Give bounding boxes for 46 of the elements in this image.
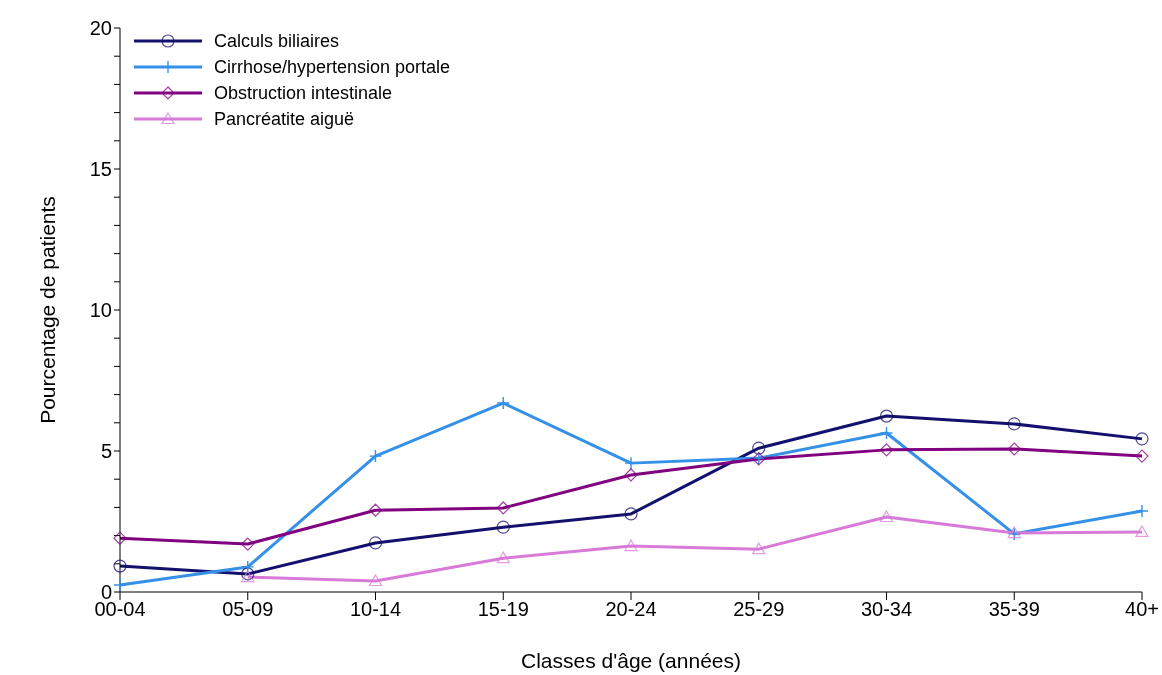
point [368,574,383,587]
point [879,426,894,440]
point [624,507,638,521]
point [368,503,383,517]
x-tick-label: 10-14 [349,598,402,621]
legend-label: Obstruction intestinale [214,82,393,104]
point [624,539,638,552]
y-tick-label: 5 [100,440,112,463]
point [752,441,766,455]
x-tick-label: 40+ [1125,598,1159,621]
x-tick-label: 30-34 [860,598,913,621]
y-axis-title: Pourcentage de patients [36,196,60,424]
point [496,501,510,515]
point [1135,504,1149,518]
x-tick-label: 35-39 [988,598,1040,621]
point [1007,417,1021,431]
point [496,551,510,564]
legend-label: Calculs biliaires [214,30,340,52]
point [368,536,383,550]
x-tick-label: 05-09 [222,598,274,621]
legend-label: Pancréatite aiguë [214,108,355,130]
y-tick-label: 20 [89,17,112,40]
x-tick-label: 00-04 [94,598,146,621]
x-tick-label: 20-24 [605,598,657,621]
point [496,520,510,534]
point [368,449,383,463]
y-tick-label: 10 [89,299,112,322]
point [1135,525,1149,538]
point [879,510,894,523]
y-tick-label: 15 [89,158,112,181]
point [241,537,255,551]
point [1007,442,1021,456]
point [1135,432,1149,446]
point [113,531,127,545]
point [624,468,638,482]
point [879,409,894,423]
point [752,542,766,555]
x-axis-title: Classes d'âge (années) [521,649,741,672]
point [113,559,127,573]
point [1135,449,1149,463]
point [496,396,510,410]
point [113,578,127,592]
x-tick-label: 15-19 [477,598,529,621]
point [879,443,894,457]
x-tick-label: 25-29 [733,598,785,621]
legend-label: Cirrhose/hypertension portale [214,56,451,78]
